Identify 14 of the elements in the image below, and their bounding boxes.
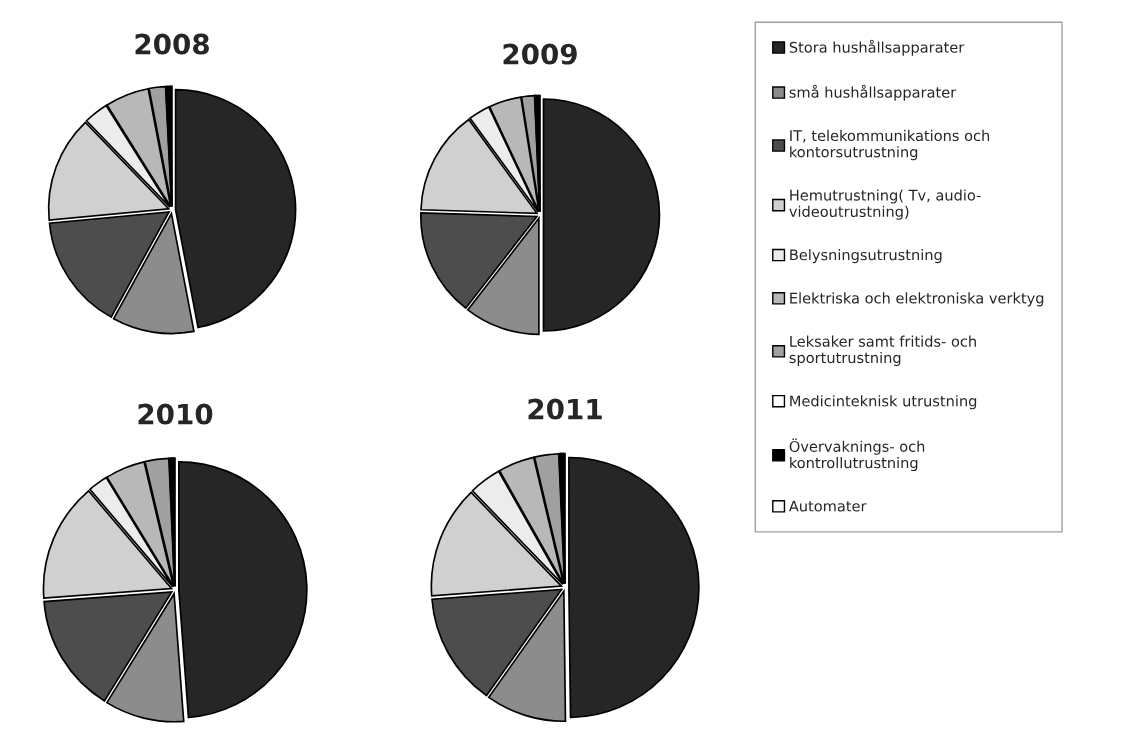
legend-label: IT, telekommunikations och kontorsutrustning: [790, 129, 990, 161]
legend-label: Elektriska och elektroniska verktyg: [790, 292, 1044, 307]
chart-title: 2010: [138, 403, 213, 425]
legend-label: små hushållsapparater: [789, 84, 957, 101]
legend-label: Leksaker samt fritids- och sportutrustning: [789, 335, 976, 367]
legend-label: Hemutrustning( Tv, audio- videoutrustning): [789, 189, 981, 220]
legend-label: Automater: [788, 500, 867, 512]
legend-label: Övervaknings- och kontrollutrustning: [789, 438, 925, 472]
chart-title: 2011: [528, 398, 602, 420]
chart-title: 2008: [135, 33, 209, 55]
legend-label: Medicinteknisk utrustning: [790, 395, 977, 410]
legend-label: Stora hushållsapparater: [789, 39, 965, 56]
chart-title: 2009: [503, 43, 577, 65]
legend-label: Belysningsutrustning: [790, 249, 942, 264]
